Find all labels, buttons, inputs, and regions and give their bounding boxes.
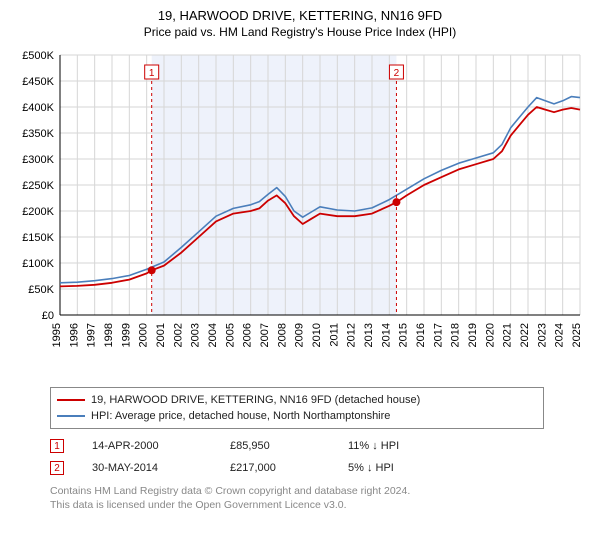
title-block: 19, HARWOOD DRIVE, KETTERING, NN16 9FD P… (10, 8, 590, 39)
svg-text:£50K: £50K (28, 284, 54, 296)
legend-label: HPI: Average price, detached house, Nort… (91, 410, 390, 422)
svg-text:2014: 2014 (380, 323, 392, 347)
chart-container: 19, HARWOOD DRIVE, KETTERING, NN16 9FD P… (0, 0, 600, 518)
svg-text:2024: 2024 (554, 323, 566, 347)
svg-text:2021: 2021 (502, 323, 514, 347)
sale-row: 2 30-MAY-2014 £217,000 5% ↓ HPI (50, 457, 590, 479)
svg-text:2011: 2011 (328, 323, 340, 347)
sale-price: £85,950 (230, 440, 320, 452)
svg-text:2: 2 (394, 68, 400, 79)
sale-delta: 5% ↓ HPI (348, 462, 394, 474)
sale-delta: 11% ↓ HPI (348, 440, 399, 452)
svg-text:£100K: £100K (22, 258, 54, 270)
svg-text:1998: 1998 (103, 323, 115, 347)
svg-text:2009: 2009 (294, 323, 306, 347)
line-chart-svg: £0 £50K £100K £150K £200K £250K £300K £350K £400… (10, 45, 590, 385)
svg-text:1995: 1995 (51, 323, 63, 347)
sale-row: 1 14-APR-2000 £85,950 11% ↓ HPI (50, 435, 590, 457)
svg-text:2017: 2017 (432, 323, 444, 347)
svg-text:2025: 2025 (571, 323, 583, 347)
copyright-block: Contains HM Land Registry data © Crown c… (50, 485, 590, 512)
svg-text:2007: 2007 (259, 323, 271, 347)
chart-title: 19, HARWOOD DRIVE, KETTERING, NN16 9FD (10, 8, 590, 23)
svg-text:1997: 1997 (86, 323, 98, 347)
svg-text:2010: 2010 (311, 323, 323, 347)
svg-text:2023: 2023 (536, 323, 548, 347)
svg-text:2022: 2022 (519, 323, 531, 347)
sale-marker-icon: 2 (50, 461, 64, 475)
chart-area: £0 £50K £100K £150K £200K £250K £300K £350K £400… (10, 45, 590, 385)
svg-text:£150K: £150K (22, 232, 54, 244)
svg-text:2003: 2003 (190, 323, 202, 347)
svg-text:1999: 1999 (120, 323, 132, 347)
copyright-line-1: Contains HM Land Registry data © Crown c… (50, 485, 590, 499)
sale-marker-icon: 1 (50, 439, 64, 453)
legend-row: HPI: Average price, detached house, Nort… (57, 408, 537, 424)
svg-text:2012: 2012 (346, 323, 358, 347)
svg-text:2019: 2019 (467, 323, 479, 347)
svg-text:2018: 2018 (450, 323, 462, 347)
svg-text:£250K: £250K (22, 180, 54, 192)
svg-text:2001: 2001 (155, 323, 167, 347)
svg-text:2004: 2004 (207, 323, 219, 347)
svg-text:1: 1 (149, 68, 155, 79)
svg-text:£200K: £200K (22, 206, 54, 218)
legend-swatch (57, 399, 85, 401)
svg-text:2013: 2013 (363, 323, 375, 347)
sale-date: 14-APR-2000 (92, 440, 202, 452)
sales-table: 1 14-APR-2000 £85,950 11% ↓ HPI 2 30-MAY-2014… (50, 435, 590, 479)
copyright-line-2: This data is licensed under the Open Gov… (50, 499, 590, 513)
legend-box: 19, HARWOOD DRIVE, KETTERING, NN16 9FD (… (50, 387, 544, 429)
legend-label: 19, HARWOOD DRIVE, KETTERING, NN16 9FD (… (91, 394, 420, 406)
svg-text:2015: 2015 (398, 323, 410, 347)
svg-text:£400K: £400K (22, 102, 54, 114)
svg-text:2006: 2006 (242, 323, 254, 347)
svg-text:£300K: £300K (22, 154, 54, 166)
legend-swatch (57, 415, 85, 417)
svg-text:2002: 2002 (172, 323, 184, 347)
chart-subtitle: Price paid vs. HM Land Registry's House … (10, 25, 590, 39)
svg-text:1996: 1996 (68, 323, 80, 347)
svg-text:2000: 2000 (138, 323, 150, 347)
svg-text:2020: 2020 (484, 323, 496, 347)
sale-price: £217,000 (230, 462, 320, 474)
svg-text:2008: 2008 (276, 323, 288, 347)
svg-text:£500K: £500K (22, 50, 54, 62)
legend-row: 19, HARWOOD DRIVE, KETTERING, NN16 9FD (… (57, 392, 537, 408)
svg-text:2005: 2005 (224, 323, 236, 347)
svg-text:£450K: £450K (22, 76, 54, 88)
svg-text:2016: 2016 (415, 323, 427, 347)
svg-text:£0: £0 (42, 310, 54, 322)
svg-text:£350K: £350K (22, 128, 54, 140)
sale-date: 30-MAY-2014 (92, 462, 202, 474)
